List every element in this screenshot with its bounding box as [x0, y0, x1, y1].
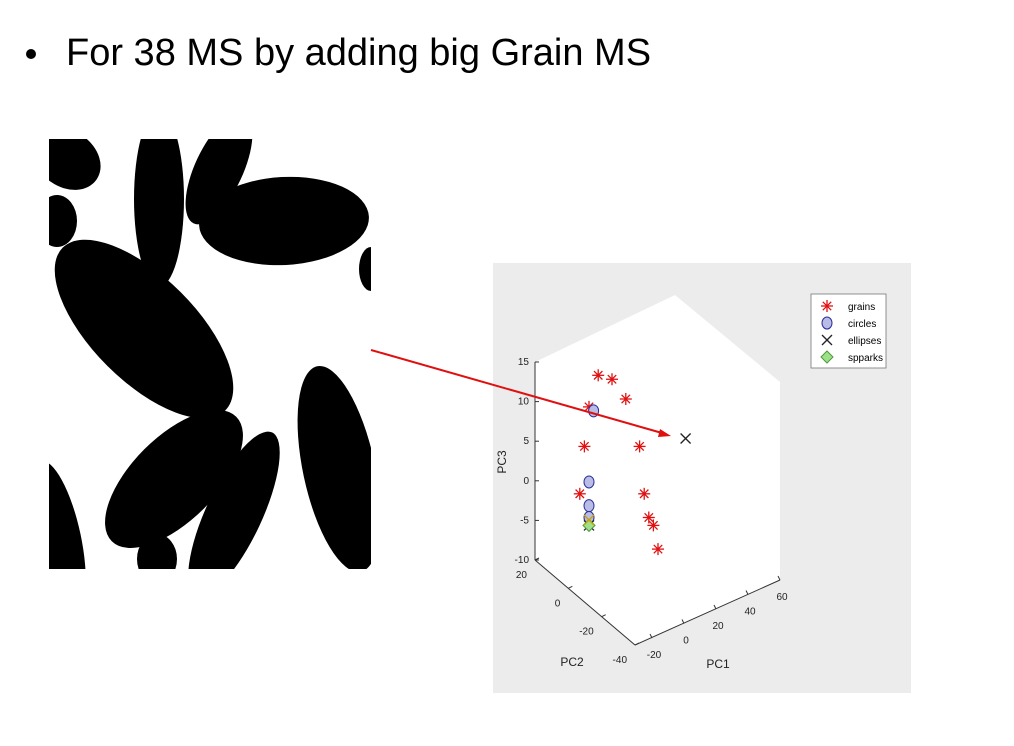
slide-bullet: For 38 MS by adding big Grain MS: [26, 32, 651, 75]
pca-plot-frame: [493, 263, 911, 693]
microstructure-image: [49, 139, 371, 569]
bullet-dot-icon: [26, 48, 36, 59]
microstructure-ellipses: [49, 139, 371, 569]
slide-bullet-text: For 38 MS by adding big Grain MS: [66, 32, 652, 74]
